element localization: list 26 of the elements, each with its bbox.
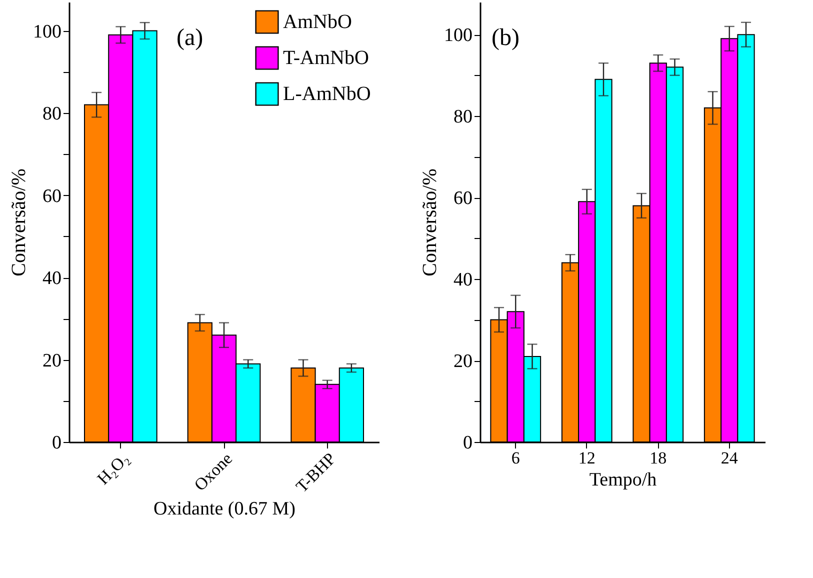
y-tick-label: 0	[463, 432, 472, 454]
y-tick-label: 80	[42, 104, 62, 125]
y-axis-title: Conversão/%	[8, 168, 30, 276]
y-tick-label: 20	[454, 351, 472, 372]
legend-label: AmNbO	[283, 11, 352, 33]
y-axis-title: Conversão/%	[419, 168, 441, 276]
legend-label: T-AmNbO	[283, 47, 369, 69]
y-tick-label: 100	[444, 25, 472, 46]
y-tick-label: 100	[33, 21, 62, 42]
x-tick-label: 24	[720, 448, 738, 468]
x-tick-label: H₂O₂	[94, 449, 133, 488]
x-tick-label: 6	[511, 448, 520, 468]
y-tick-label: 60	[454, 188, 472, 210]
y-tick-label: 40	[454, 270, 472, 291]
y-tick-label: 80	[454, 106, 472, 128]
y-tick-label: 0	[52, 432, 62, 454]
y-tick-label: 20	[42, 350, 62, 372]
x-axis-title: Tempo/h	[589, 470, 658, 490]
x-tick-label: 12	[578, 448, 596, 468]
y-tick-label: 40	[42, 268, 62, 290]
text: (a)	[176, 25, 204, 51]
text: (b)	[492, 25, 520, 51]
x-tick-label: 18	[650, 448, 667, 468]
legend-label: L-AmNbO	[283, 83, 371, 105]
y-tick-label: 60	[42, 186, 62, 207]
x-axis-title: Oxidante (0.67 M)	[154, 498, 296, 520]
